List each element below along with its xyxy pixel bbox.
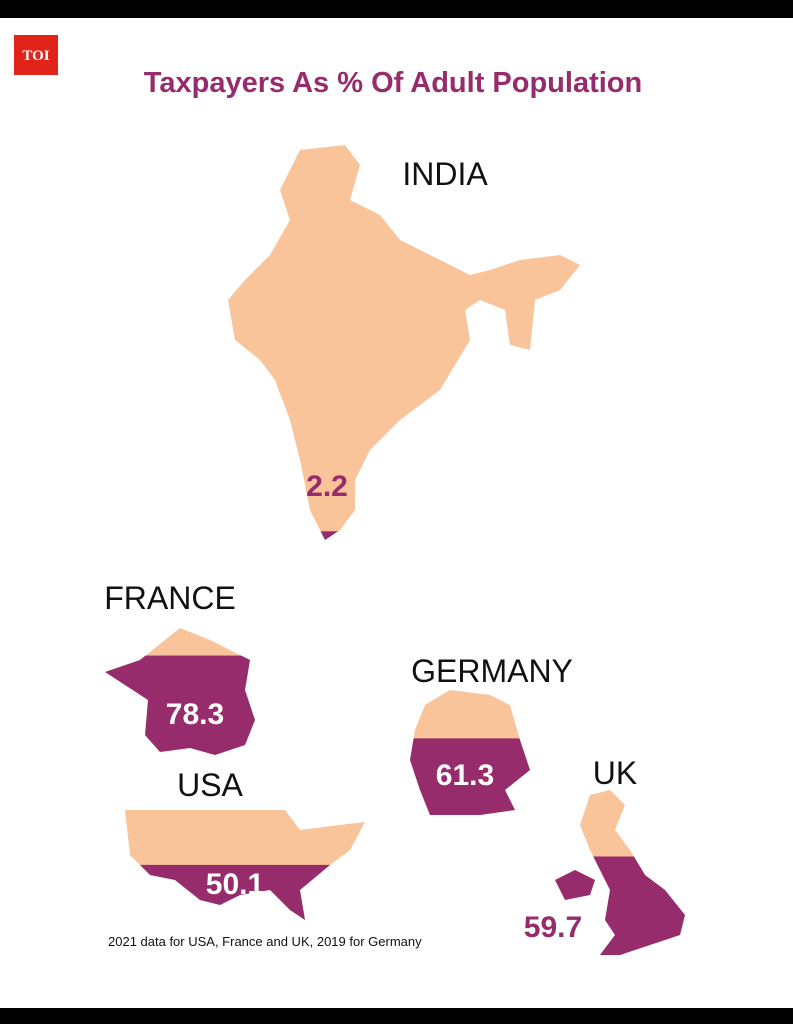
- value-label: 78.3: [166, 698, 224, 731]
- country-fill: [228, 531, 580, 540]
- logo-box: [14, 35, 58, 75]
- maps: INDIA 2.2 FRANCE 78.3 GERMANY 61.3 USA 50.1 UK 59…: [104, 145, 685, 955]
- note: 2021 data for USA, France and UK, 2019 f…: [108, 934, 422, 949]
- country-name: FRANCE: [104, 580, 236, 616]
- top-bar: [0, 0, 793, 18]
- logo: TOI: [22, 48, 49, 64]
- value-label: 59.7: [524, 911, 582, 944]
- bottom-bar: [0, 1008, 793, 1024]
- country-name: USA: [177, 767, 243, 803]
- country-name: GERMANY: [411, 653, 573, 689]
- value-label: 61.3: [436, 759, 494, 792]
- country-name: UK: [593, 755, 637, 791]
- country-fill: [410, 738, 530, 815]
- value-label: 50.1: [206, 868, 264, 901]
- value-label: 2.2: [306, 470, 348, 503]
- chart-title: Taxpayers As % Of Adult Population: [144, 67, 642, 99]
- country-shape: [228, 145, 580, 540]
- country-name: INDIA: [402, 156, 488, 192]
